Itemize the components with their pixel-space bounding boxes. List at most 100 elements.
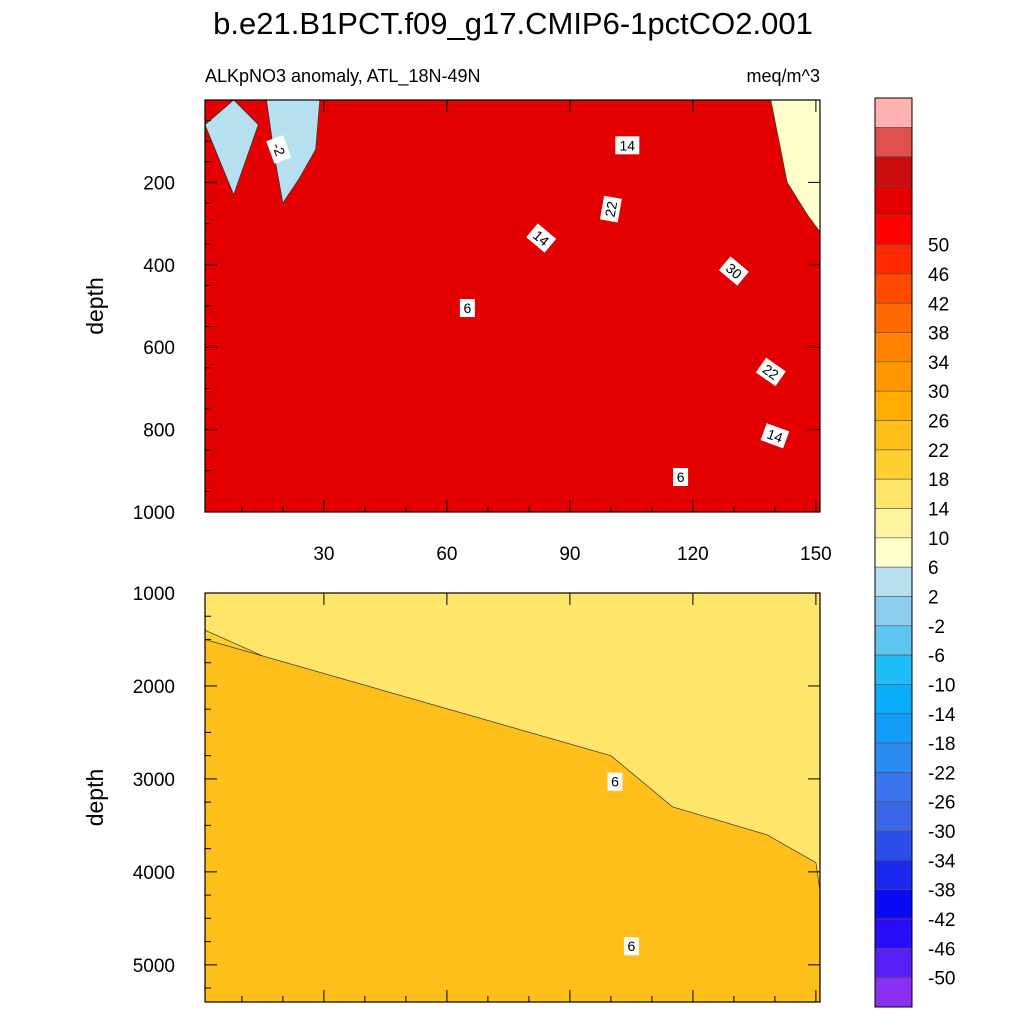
- contour-label: 14: [526, 223, 557, 253]
- contour-label-box: [526, 223, 557, 253]
- contour-label: 6: [673, 467, 689, 486]
- contour-label: 22: [599, 195, 622, 223]
- chart-title: b.e21.B1PCT.f09_g17.CMIP6-1pctCO2.001: [213, 6, 813, 41]
- colorbar-label: 50: [928, 236, 949, 257]
- x-tick-label: 90: [559, 544, 580, 565]
- colorbar-swatch: [874, 214, 913, 245]
- y-tick-label: 800: [143, 421, 175, 442]
- colorbar-swatch: [874, 566, 913, 597]
- contour-band: [205, 639, 820, 1002]
- panel-subtitle-units: meq/m^3: [747, 66, 820, 86]
- panel-frame: [204, 592, 821, 1003]
- colorbar-label: -50: [928, 969, 955, 990]
- contour-label-box: [623, 937, 639, 956]
- colorbar-label: 6: [928, 558, 939, 579]
- colorbar-swatch: [874, 537, 913, 568]
- colorbar-swatch: [874, 625, 913, 656]
- colorbar-label: 10: [928, 529, 949, 550]
- contour-label-box: [607, 772, 623, 791]
- colorbar-label: -26: [928, 793, 955, 814]
- colorbar-swatch: [874, 390, 913, 421]
- contour-label: 14: [760, 423, 790, 449]
- colorbar-label: -30: [928, 822, 955, 843]
- contour-label-box: [673, 467, 689, 486]
- colorbar-label: -18: [928, 734, 955, 755]
- colorbar-swatch: [874, 302, 913, 333]
- colorbar-label: 38: [928, 324, 949, 345]
- colorbar-label: 34: [928, 353, 950, 374]
- colorbar-swatch: [874, 185, 913, 216]
- colorbar-swatch: [874, 127, 913, 157]
- contour-label-box: [266, 135, 292, 164]
- contour-label-text: 6: [464, 300, 472, 316]
- contour-label-box: [755, 357, 786, 387]
- colorbar-swatch: [874, 478, 913, 509]
- colorbar-swatch: [874, 596, 913, 627]
- colorbar-label: -34: [928, 851, 956, 872]
- y-tick-label: 1000: [133, 584, 175, 605]
- contour-field: 66: [205, 593, 820, 1002]
- colorbar-label: 18: [928, 470, 949, 491]
- colorbar-label: 22: [928, 441, 949, 462]
- contour-label-box: [599, 195, 622, 223]
- contour-label-text: 6: [611, 774, 619, 790]
- colorbar-swatch: [874, 508, 913, 539]
- colorbar-label: 26: [928, 412, 949, 433]
- y-tick-label: 200: [143, 173, 175, 194]
- colorbar-label: 42: [928, 294, 949, 315]
- contour-label: 22: [755, 357, 786, 387]
- panel-subtitle-left: ALKpNO3 anomaly, ATL_18N-49N: [205, 66, 480, 87]
- contour-label-box: [459, 299, 475, 318]
- colorbar-label: -46: [928, 939, 955, 960]
- contour-label-text: 22: [602, 200, 620, 218]
- contour-label-text: 14: [620, 137, 636, 153]
- contour-label-box: [718, 256, 749, 286]
- contour-label-text: 6: [628, 938, 636, 954]
- colorbar-label: -2: [928, 617, 945, 638]
- colorbar-swatch: [874, 889, 913, 920]
- colorbar-swatch: [874, 772, 913, 803]
- contour-label: 30: [718, 256, 749, 286]
- colorbar-swatch: [874, 156, 913, 187]
- x-tick-label: 60: [436, 544, 457, 565]
- panel-top: -2 14 22 14 30 6 22 14 6 30 60 90 120 150 200 400 600 800…: [82, 99, 832, 565]
- colorbar: -50-46-42-38-34-30-26-22-18-14-10-6-2261…: [874, 97, 956, 1008]
- colorbar-swatch: [874, 273, 913, 304]
- contour-label: 6: [623, 937, 639, 956]
- colorbar-label: -14: [928, 705, 956, 726]
- colorbar-swatch: [874, 684, 913, 715]
- colorbar-swatch: [874, 97, 913, 128]
- colorbar-label: -10: [928, 675, 955, 696]
- contour-field: -2 14 22 14 30 6 22 14 6: [205, 100, 820, 512]
- y-tick-label: 4000: [133, 863, 175, 884]
- colorbar-label: 2: [928, 587, 939, 608]
- colorbar-label: -42: [928, 910, 955, 931]
- y-tick-label: 5000: [133, 956, 175, 977]
- colorbar-label: 46: [928, 265, 949, 286]
- contour-label-text: 6: [677, 469, 685, 485]
- colorbar-label: -6: [928, 646, 945, 667]
- colorbar-swatch: [874, 918, 913, 949]
- contour-label: 14: [615, 136, 640, 155]
- colorbar-label: 14: [928, 500, 950, 521]
- y-tick-label: 600: [143, 338, 175, 359]
- negative-anomaly-patch: [205, 100, 259, 196]
- y-tick-label: 1000: [133, 503, 175, 524]
- colorbar-swatch: [874, 420, 913, 451]
- colorbar-swatch: [874, 713, 913, 744]
- x-tick-label: 30: [313, 544, 334, 565]
- colorbar-swatch: [874, 801, 913, 832]
- colorbar-swatch: [874, 332, 913, 363]
- colorbar-swatch: [874, 449, 913, 480]
- colorbar-swatch: [874, 977, 913, 1008]
- contour-label-box: [760, 423, 790, 449]
- colorbar-swatch: [874, 948, 913, 978]
- colorbar-swatch: [874, 860, 913, 891]
- contour-label-box: [615, 136, 640, 155]
- contour-label: 6: [607, 772, 623, 791]
- contour-label: -2: [266, 135, 292, 164]
- colorbar-frame: [874, 97, 913, 1008]
- x-tick-label: 150: [800, 544, 832, 565]
